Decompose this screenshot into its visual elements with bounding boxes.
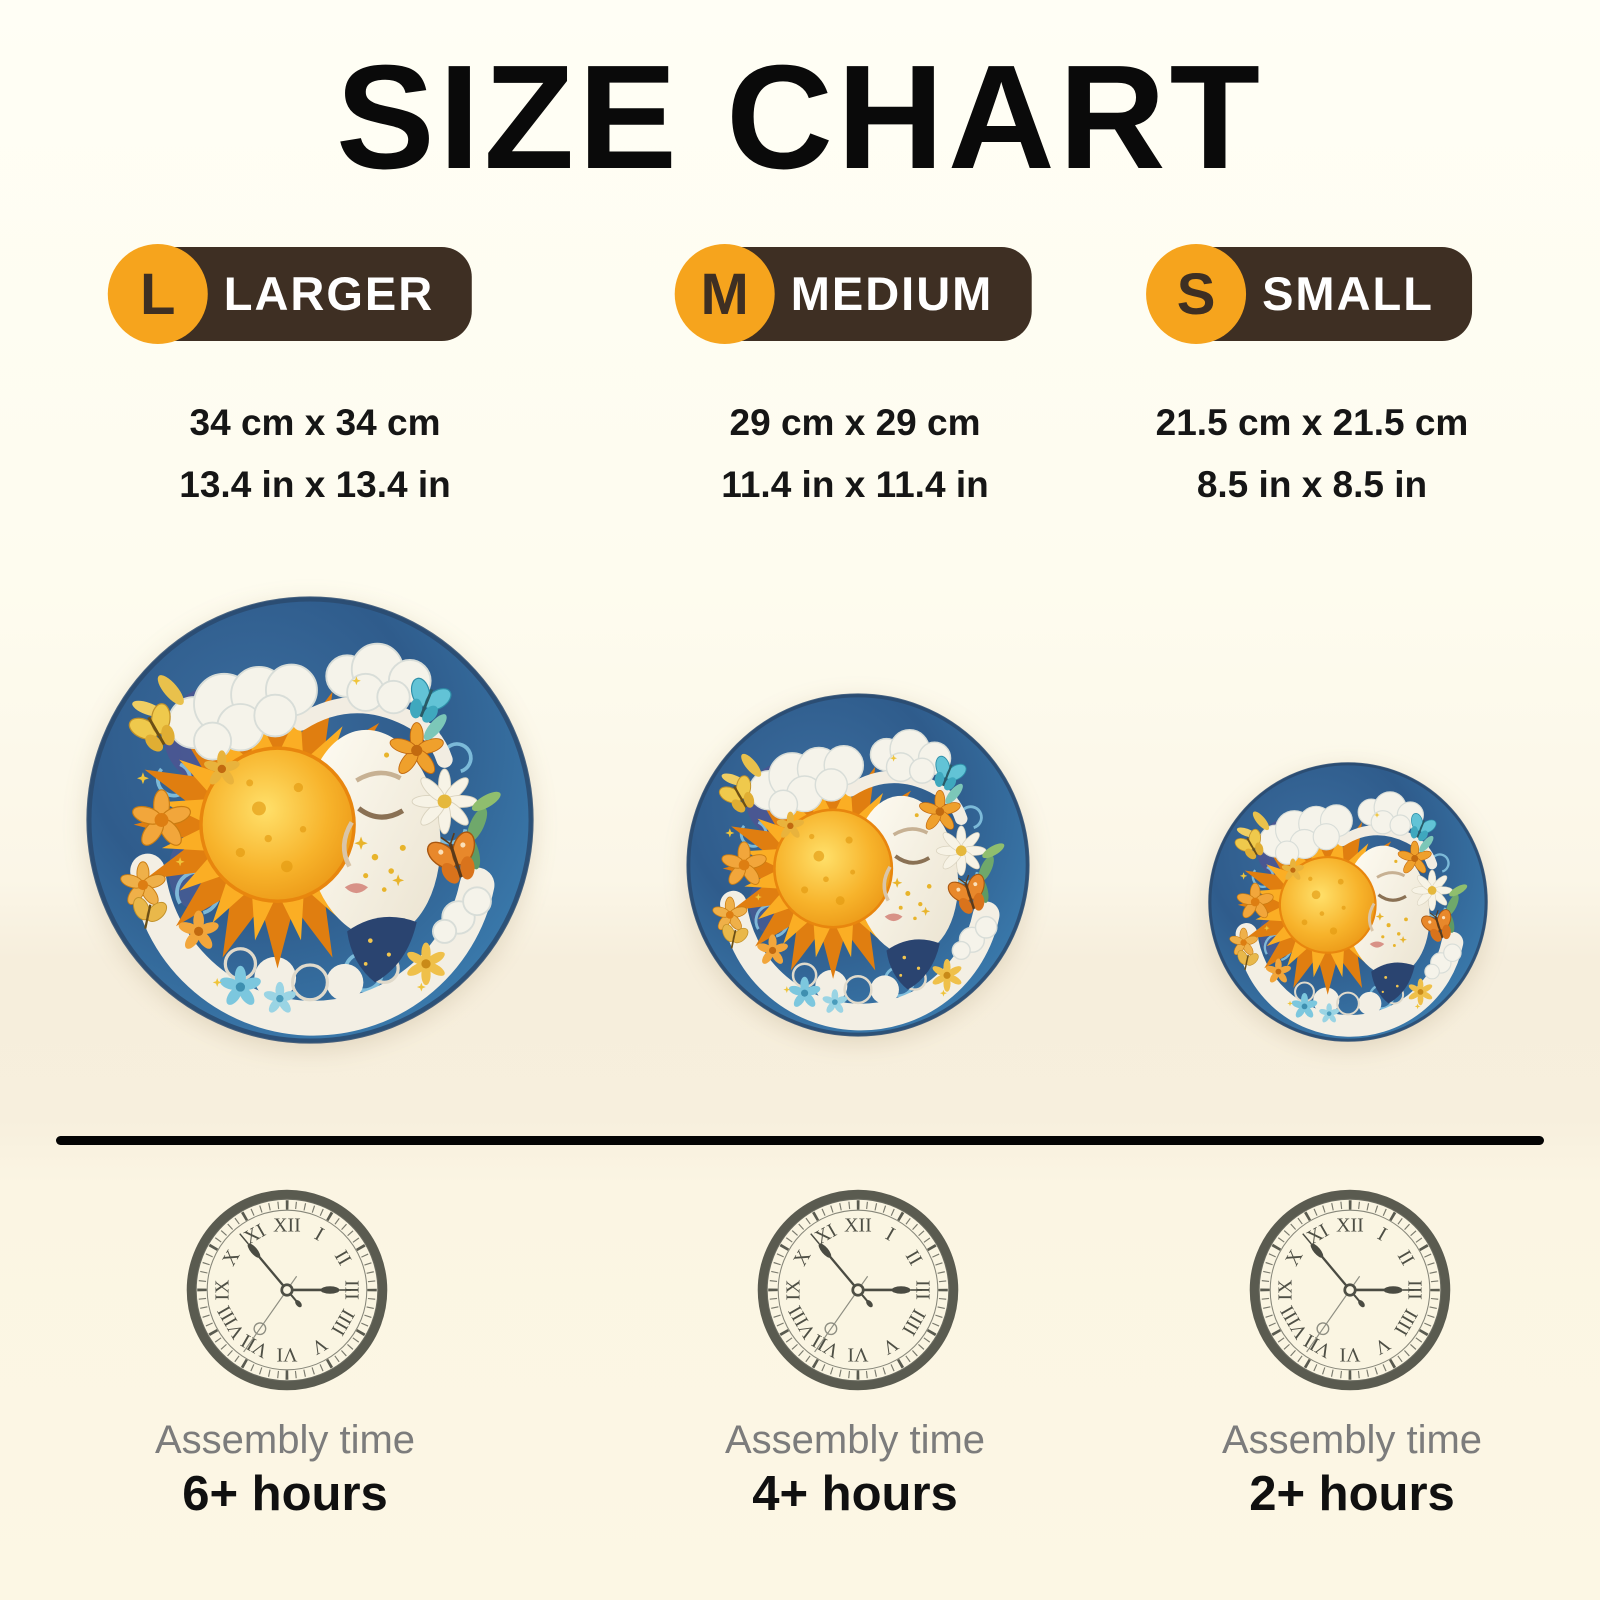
size-letter-s: S — [1176, 261, 1216, 327]
dimension-in: 13.4 in x 13.4 in — [179, 464, 451, 505]
size-badge-label-small: SMALL — [1262, 267, 1434, 320]
size-letter-l: L — [140, 261, 176, 327]
dimension-cm: 21.5 cm x 21.5 cm — [1155, 402, 1469, 443]
size-letter-circle-s: S — [1146, 244, 1247, 344]
clock-icon-larger — [182, 1185, 392, 1395]
size-badge-larger: L LARGER — [107, 244, 473, 344]
dimension-cm: 34 cm x 34 cm — [189, 402, 441, 443]
size-badge-small: S SMALL — [1146, 244, 1472, 344]
clock-icon-small — [1245, 1185, 1455, 1395]
dimensions-medium: 29 cm x 29 cm 11.4 in x 11.4 in — [721, 392, 988, 516]
clock-icon-medium — [753, 1185, 963, 1395]
size-letter-circle-l: L — [107, 244, 208, 344]
dimension-cm: 29 cm x 29 cm — [729, 402, 981, 443]
assembly-time-value-medium: 4+ hours — [752, 1467, 958, 1521]
puzzle-artwork-medium — [680, 687, 1036, 1043]
puzzle-artwork-large — [78, 588, 542, 1052]
dimension-in: 8.5 in x 8.5 in — [1196, 464, 1428, 505]
dimension-in: 11.4 in x 11.4 in — [721, 464, 989, 505]
size-badge-label-larger: LARGER — [223, 267, 435, 320]
assembly-time-label-medium: Assembly time — [724, 1418, 986, 1462]
page-title: SIZE CHART — [336, 35, 1264, 200]
assembly-time-value-small: 2+ hours — [1249, 1467, 1455, 1521]
assembly-time-value-larger: 6+ hours — [182, 1467, 388, 1521]
size-letter-m: M — [700, 261, 749, 327]
size-badge-label-medium: MEDIUM — [790, 267, 994, 320]
dimensions-small: 21.5 cm x 21.5 cm 8.5 in x 8.5 in — [1156, 392, 1469, 516]
assembly-time-label-larger: Assembly time — [154, 1418, 416, 1462]
puzzle-artwork-small — [1203, 757, 1493, 1047]
assembly-time-label-small: Assembly time — [1221, 1418, 1483, 1462]
divider-line — [56, 1136, 1544, 1145]
size-letter-circle-m: M — [674, 244, 775, 344]
dimensions-larger: 34 cm x 34 cm 13.4 in x 13.4 in — [179, 392, 450, 516]
size-badge-medium: M MEDIUM — [674, 244, 1032, 344]
